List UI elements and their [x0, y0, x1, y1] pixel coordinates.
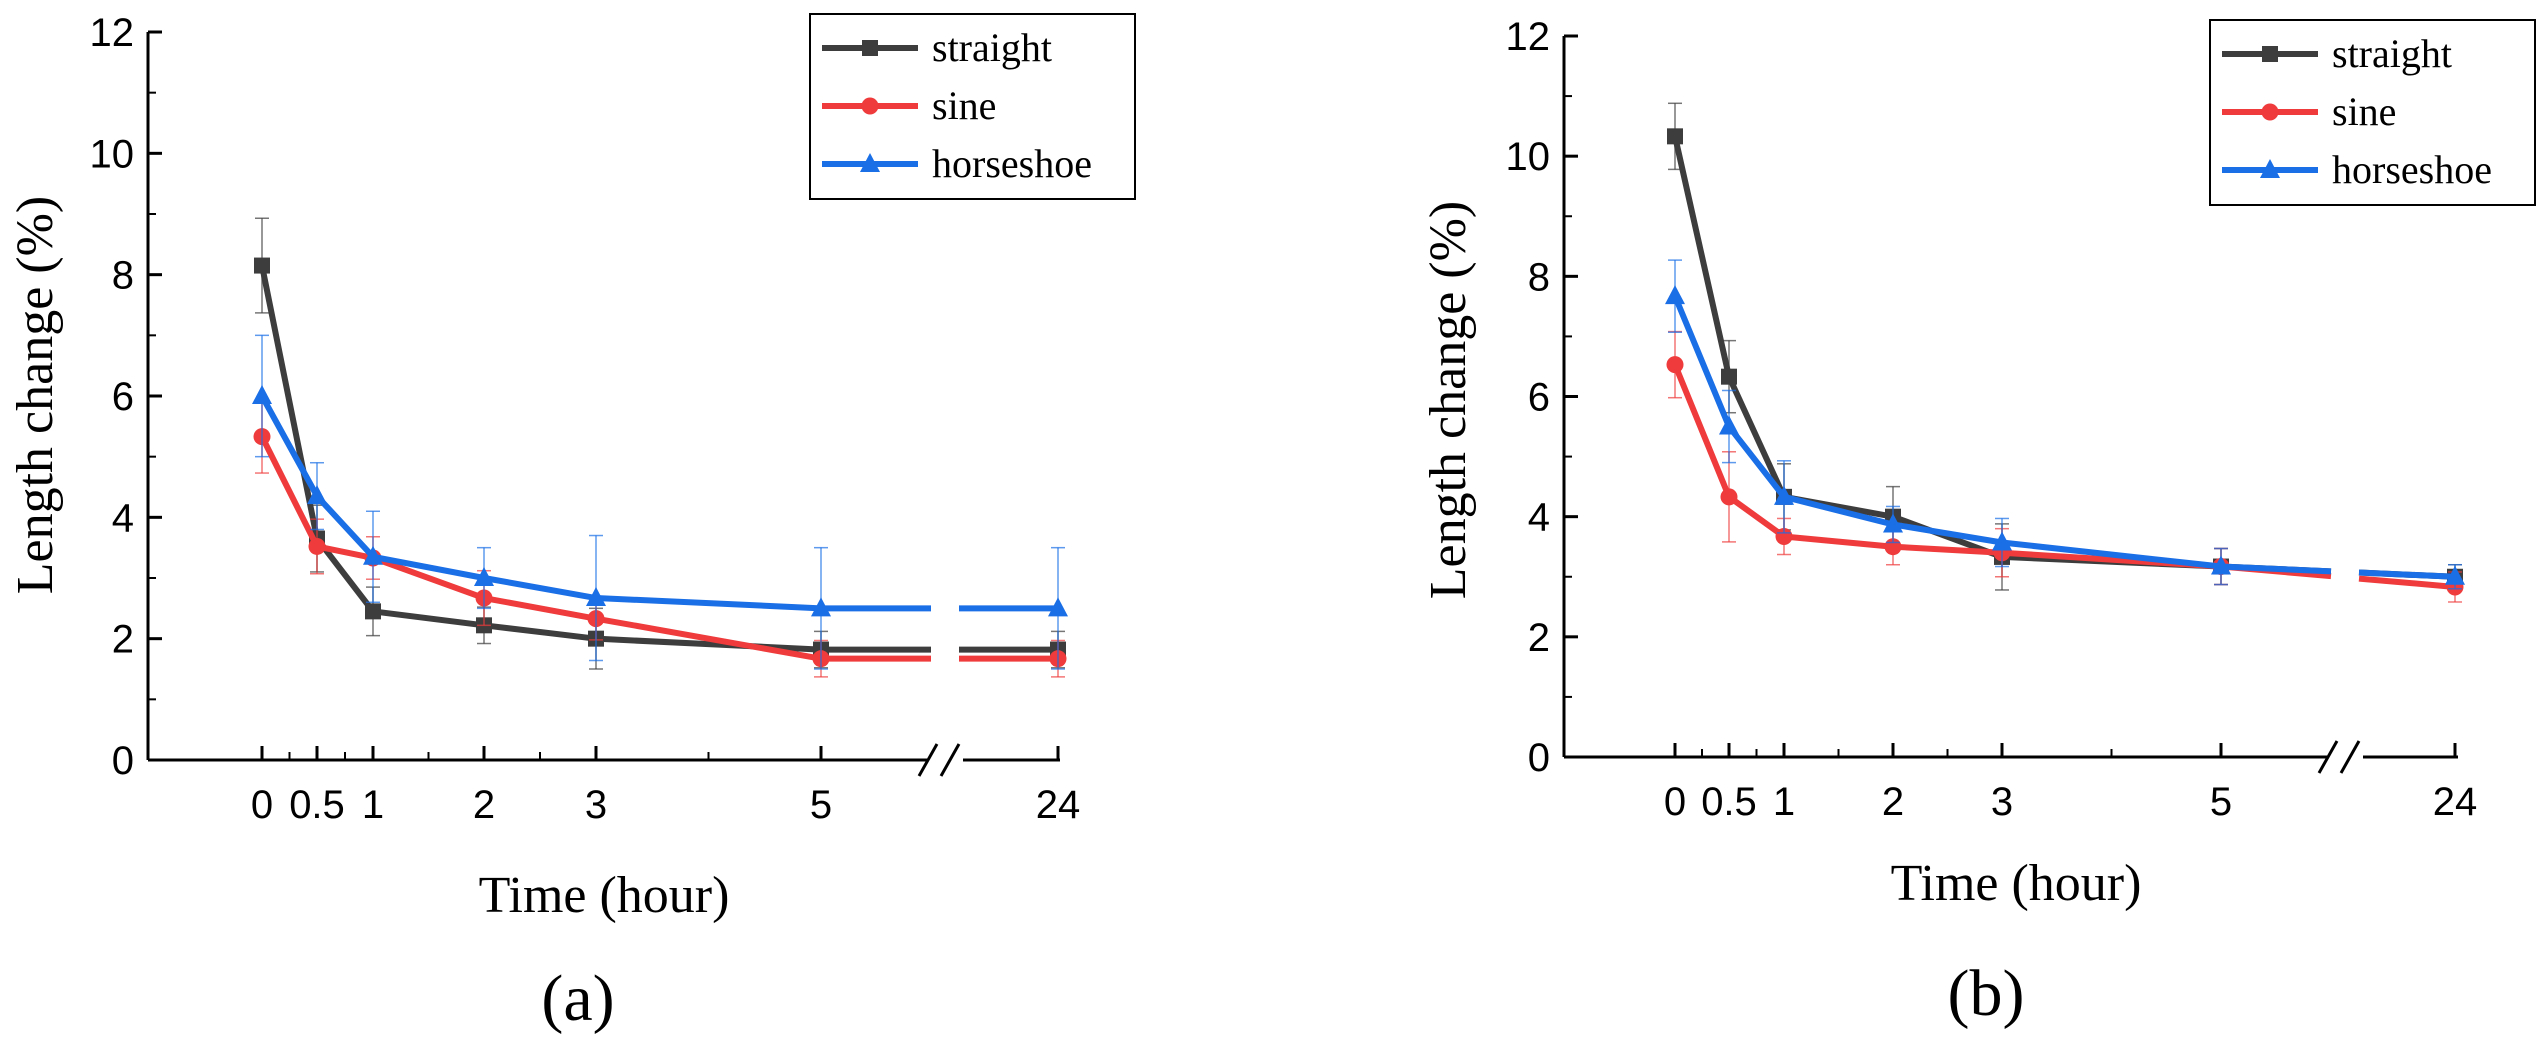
axis-break-mark	[917, 743, 939, 777]
data-point	[2211, 555, 2231, 575]
axis-break-mark	[939, 743, 961, 777]
x-axis-title: Time (hour)	[1891, 855, 2142, 912]
y-tick-label: 4	[112, 496, 134, 540]
legend: straight sine horseshoe	[2209, 19, 2536, 206]
y-tick-label: 6	[112, 375, 134, 419]
data-point	[363, 545, 383, 565]
legend-label: straight	[2332, 31, 2452, 76]
data-point	[1719, 415, 1739, 435]
legend-marker	[860, 153, 880, 172]
y-axis-title: Length change (%)	[7, 196, 64, 594]
y-tick-label: 8	[1528, 255, 1550, 299]
data-point	[1883, 513, 1903, 533]
y-tick-label: 12	[1506, 15, 1551, 59]
x-tick-label: 0	[1664, 780, 1686, 824]
series-line	[259, 264, 822, 653]
x-tick-label: 3	[585, 783, 607, 827]
x-tick-label: 3	[1991, 780, 2013, 824]
data-point	[1666, 356, 1684, 374]
y-tick-label: 10	[1506, 135, 1551, 179]
series-line	[2358, 575, 2456, 590]
series-sine	[253, 399, 1067, 678]
data-point	[811, 597, 831, 617]
y-tick-label: 8	[112, 254, 134, 298]
x-tick-label: 2	[473, 783, 495, 827]
y-tick-label: 0	[1528, 736, 1550, 780]
legend-label: sine	[2332, 89, 2396, 134]
x-tick-label: 2	[1882, 780, 1904, 824]
x-tick-label: 24	[2433, 780, 2478, 824]
legend-marker	[861, 97, 879, 115]
series-line	[259, 394, 822, 612]
legend-label: sine	[932, 83, 996, 128]
y-tick-label: 2	[1528, 616, 1550, 660]
series-line	[2358, 569, 2456, 580]
data-point	[586, 587, 606, 607]
x-axis-title: Time (hour)	[479, 867, 730, 924]
x-tick-label: 5	[810, 783, 832, 827]
x-tick-label: 0.5	[289, 783, 345, 827]
legend-label: horseshoe	[2332, 147, 2492, 192]
legend-marker	[2260, 159, 2280, 178]
x-tick-label: 0.5	[1701, 780, 1757, 824]
series-horseshoe	[252, 334, 1068, 670]
data-point	[1048, 597, 1068, 617]
x-tick-label: 5	[2210, 780, 2232, 824]
legend-label: straight	[932, 25, 1052, 70]
data-point	[365, 603, 381, 620]
data-point	[1774, 485, 1794, 505]
legend-marker	[862, 40, 878, 56]
y-axis-title: Length change (%)	[1420, 201, 1477, 599]
data-point	[1665, 285, 1685, 305]
legend: straight sine horseshoe	[809, 13, 1136, 200]
y-tick-label: 2	[112, 618, 134, 662]
series-line	[1672, 295, 2222, 570]
y-tick-label: 0	[112, 739, 134, 783]
axis-break-mark	[2317, 740, 2339, 774]
y-tick-label: 6	[1528, 376, 1550, 420]
data-point	[1992, 531, 2012, 551]
y-tick-label: 12	[90, 11, 135, 55]
series-line	[2220, 563, 2332, 575]
data-point	[308, 537, 326, 555]
legend-marker	[2262, 46, 2278, 62]
series-line	[259, 435, 822, 662]
data-point	[474, 567, 494, 586]
x-tick-label: 24	[1036, 783, 1081, 827]
series-horseshoe	[1665, 259, 2465, 590]
series-line	[1672, 135, 2222, 570]
panel-label: (a)	[541, 962, 614, 1035]
data-point	[1667, 128, 1683, 145]
data-point	[252, 385, 272, 404]
axis-break-mark	[2339, 740, 2361, 774]
data-point	[1721, 368, 1737, 385]
y-tick-label: 10	[90, 132, 135, 176]
x-tick-label: 1	[362, 783, 384, 827]
x-tick-label: 0	[251, 783, 273, 827]
y-tick-label: 4	[1528, 496, 1550, 540]
data-point	[254, 257, 270, 274]
data-point	[2445, 565, 2465, 585]
legend-label: horseshoe	[932, 141, 1092, 186]
data-point	[1720, 488, 1738, 506]
legend-marker	[2261, 103, 2279, 121]
x-tick-label: 1	[1773, 780, 1795, 824]
data-point	[307, 485, 327, 505]
series-line	[1672, 363, 2222, 570]
panel-label: (b)	[1948, 957, 2025, 1030]
